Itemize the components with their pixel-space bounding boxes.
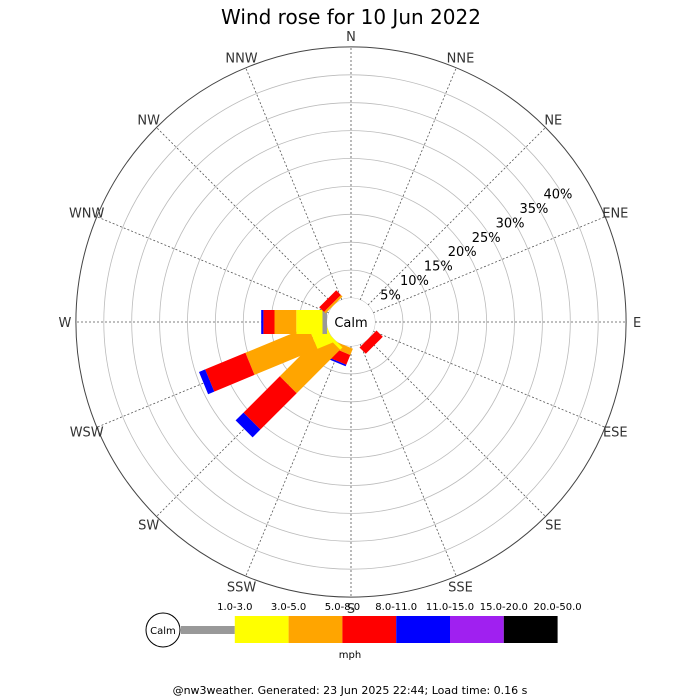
grid-ring <box>214 185 488 459</box>
bar-sw-5.0-8.0 <box>279 332 341 394</box>
spoke-se <box>367 338 546 517</box>
direction-label-wnw: WNW <box>69 207 105 222</box>
percent-label: 10% <box>400 274 429 289</box>
spoke-ene <box>373 216 606 314</box>
percent-label: 30% <box>496 216 525 231</box>
direction-label-ene: ENE <box>602 207 628 222</box>
outer-ring <box>75 46 627 598</box>
speed-legend: Calm mph 1.0-3.0 3.0-5.0 5.0-8.0 8.0-11.0 11… <box>145 602 582 661</box>
direction-label-ese: ESE <box>603 425 628 440</box>
calm-label: Calm <box>334 316 367 331</box>
percent-label: 15% <box>424 260 453 275</box>
legend-calm-circle <box>145 612 181 648</box>
direction-label-wsw: WSW <box>70 425 104 440</box>
footer-text: @nw3weather. Generated: 23 Jun 2025 22:4… <box>173 684 528 697</box>
legend-swatch-8.0-11.0 <box>342 616 397 643</box>
bar-w-5.0-8.0 <box>274 310 297 334</box>
bar-w-11.0-15.0 <box>261 310 264 334</box>
bar-se-8.0-11.0 <box>359 330 383 354</box>
bar-wsw-8.0-11.0 <box>205 352 255 392</box>
direction-label-e: E <box>633 316 641 331</box>
bar-nw-8.0-11.0 <box>319 290 341 312</box>
chart-title: Wind rose for 10 Jun 2022 <box>221 5 481 29</box>
bar-wsw-11.0-15.0 <box>199 369 215 395</box>
direction-label-n: N <box>346 30 356 45</box>
bar-wsw-5.0-8.0 <box>245 326 318 375</box>
percent-label: 20% <box>448 245 477 260</box>
legend-swatch-11.0-15.0 <box>396 616 450 643</box>
direction-labels: N NNE NE ENE E ESE SE SSE S SSW SW WSW W WNW NW NNW <box>58 30 641 617</box>
legend-label-3.0-5.0: 3.0-5.0 <box>271 602 306 613</box>
legend-calm-label: Calm <box>150 626 176 637</box>
spoke-ne <box>367 127 546 306</box>
percent-label: 25% <box>472 231 501 246</box>
legend-swatch-15.0-20.0 <box>450 616 504 643</box>
bar-w-8.0-11.0 <box>263 310 275 334</box>
bar-sw-8.0-11.0 <box>243 376 297 430</box>
legend-swatch-1.0-3.0 <box>181 626 235 634</box>
legend-label-8.0-11.0: 8.0-11.0 <box>375 602 417 613</box>
legend-swatch-3.0-5.0 <box>234 616 289 643</box>
spoke-wnw <box>96 216 329 314</box>
grid-ring <box>103 74 599 570</box>
grid-ring <box>131 102 571 542</box>
grid-ring <box>187 158 515 486</box>
legend-label-15.0-20.0: 15.0-20.0 <box>480 602 528 613</box>
percent-label: 35% <box>520 202 549 217</box>
direction-label-nw: NW <box>137 114 160 129</box>
grid-ring <box>242 213 460 431</box>
direction-label-nnw: NNW <box>225 52 257 67</box>
spoke-ese <box>373 330 606 428</box>
legend-swatch-5.0-8.0 <box>288 616 343 643</box>
calm-center: Calm <box>327 298 375 346</box>
direction-label-sse: SSE <box>448 580 473 595</box>
direction-label-nne: NNE <box>447 52 475 67</box>
bar-nw-5.0-8.0 <box>324 295 343 314</box>
legend-label-5.0-8.0: 5.0-8.0 <box>325 602 360 613</box>
legend-label-11.0-15.0: 11.0-15.0 <box>426 602 474 613</box>
bar-sw-11.0-15.0 <box>235 412 261 438</box>
percent-label: 5% <box>380 288 401 303</box>
legend-unit: mph <box>339 650 361 661</box>
calm-circle <box>327 298 375 346</box>
direction-label-ne: NE <box>544 114 562 129</box>
spoke-sse <box>359 344 457 577</box>
wind-bars <box>199 290 383 438</box>
spoke-nw <box>156 127 335 306</box>
spoke-ssw <box>245 344 343 577</box>
percent-labels: 5%10%15%20%25%30%35%40% <box>380 188 572 304</box>
legend-label-1.0-3.0: 1.0-3.0 <box>217 602 252 613</box>
bar-w-3.0-5.0 <box>296 310 323 334</box>
direction-label-w: W <box>58 316 71 331</box>
bar-w-1.0-3.0 <box>322 310 327 334</box>
direction-label-s: S <box>347 602 355 617</box>
legend-swatch-20.0-50.0 <box>503 616 558 643</box>
spoke-nne <box>359 67 457 300</box>
legend-label-20.0-50.0: 20.0-50.0 <box>534 602 582 613</box>
direction-label-ssw: SSW <box>227 580 257 595</box>
percent-label: 40% <box>543 188 572 203</box>
direction-label-se: SE <box>545 518 561 533</box>
spoke-nnw <box>245 67 343 300</box>
grid-ring <box>159 130 543 514</box>
direction-label-sw: SW <box>138 518 159 533</box>
